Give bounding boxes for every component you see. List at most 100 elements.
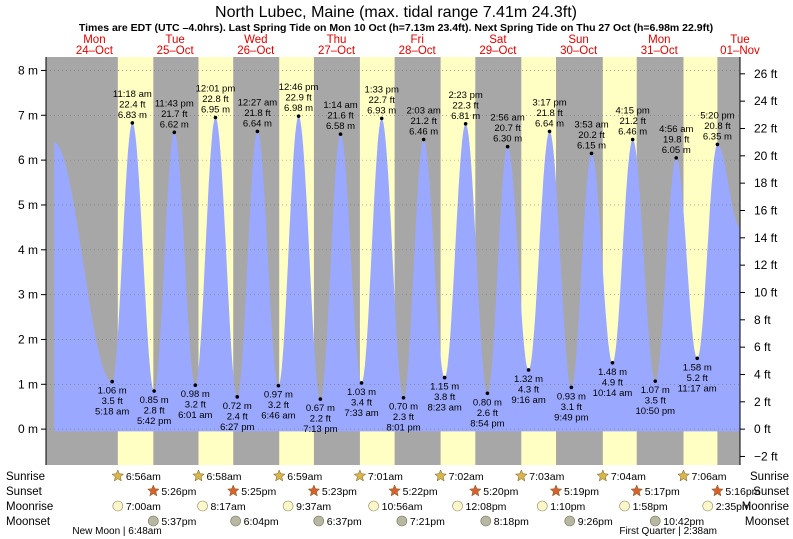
sunset-time: 5:22pm (403, 486, 438, 498)
low-tide-m: 1.15 m (430, 382, 459, 393)
low-tide-point (276, 383, 281, 388)
right-axis-label: 12 ft (754, 258, 778, 272)
high-tide-m: 6.46 m (409, 126, 438, 137)
high-tide-ft: 20.8 ft (704, 121, 731, 132)
row-label-right: Moonset (745, 516, 790, 528)
low-tide-time: 10:14 am (593, 388, 633, 399)
sunrise-time: 7:06am (692, 471, 727, 483)
left-axis-label: 7 m (18, 108, 38, 122)
high-tide-point (674, 156, 679, 160)
high-tide-point (589, 151, 594, 156)
high-tide-ft: 22.7 ft (368, 95, 395, 106)
low-tide-ft: 3.1 ft (561, 402, 582, 413)
right-axis-label: 26 ft (754, 67, 778, 81)
low-tide-time: 6:01 am (178, 410, 212, 421)
row-label-right: Sunset (753, 486, 790, 498)
moonset-icon (230, 515, 241, 527)
moonrise-time: 7:00am (126, 501, 161, 513)
right-axis-label: 18 ft (754, 176, 778, 190)
high-tide-time: 12:27 am (238, 97, 278, 108)
moon-phase-label: First Quarter | 2:38am (619, 526, 717, 537)
low-tide-m: 0.97 m (264, 390, 293, 401)
day-header-dow: Mon (648, 34, 670, 46)
left-axis-label: 3 m (18, 288, 38, 302)
tide-curve (54, 116, 741, 432)
sunset-star-icon (711, 484, 724, 497)
low-tide-m: 0.72 m (223, 401, 252, 412)
moonset-icon (148, 515, 159, 527)
sunrise-time: 6:59am (287, 471, 322, 483)
low-tide-time: 8:54 pm (470, 418, 504, 429)
low-tide-ft: 4.3 ft (518, 384, 539, 395)
low-tide-ft: 2.4 ft (227, 411, 248, 422)
high-tide-ft: 21.7 ft (161, 109, 188, 120)
high-tide-ft: 22.3 ft (452, 100, 479, 111)
low-tide-m: 0.93 m (557, 391, 586, 402)
low-tide-time: 8:01 pm (386, 423, 420, 434)
high-tide-point (463, 122, 468, 126)
low-tide-m: 0.80 m (473, 397, 502, 408)
row-label-left: Moonrise (6, 501, 53, 513)
high-tide-ft: 22.4 ft (119, 99, 146, 110)
sunrise-star-icon (434, 469, 447, 482)
right-axis-label: −2 ft (754, 449, 778, 463)
sunrise-time: 7:02am (449, 471, 484, 483)
day-header-date: 27–Oct (318, 45, 356, 57)
tide-area (54, 116, 741, 432)
high-tide-time: 2:56 am (490, 113, 524, 124)
right-axis-label: 14 ft (754, 231, 778, 245)
sunset-star-icon (388, 484, 401, 497)
day-header-dow: Fri (410, 34, 423, 46)
sunset-time: 5:16pm (725, 486, 760, 498)
sunset-star-icon (226, 484, 240, 497)
high-tide-point (421, 137, 426, 142)
low-tide-m: 0.70 m (389, 402, 418, 413)
moonrise-time: 9:37am (296, 501, 331, 513)
left-axis-label: 4 m (18, 243, 38, 257)
high-tide-ft: 21.8 ft (536, 108, 563, 119)
low-tide-time: 5:42 pm (137, 416, 171, 427)
low-tide-m: 1.58 m (683, 362, 712, 373)
moonrise-time: 1:58pm (633, 501, 668, 513)
low-tide-point (152, 389, 156, 393)
day-header-date: 28–Oct (399, 45, 437, 57)
sunrise-time: 7:04am (611, 471, 646, 483)
high-tide-m: 6.35 m (703, 131, 732, 142)
high-tide-point (379, 116, 384, 121)
moonset-time: 8:18pm (494, 516, 529, 528)
moonrise-icon (536, 500, 548, 512)
day-header-dow: Tue (730, 34, 749, 46)
low-tide-point (485, 391, 490, 396)
high-tide-ft: 22.8 ft (202, 94, 229, 105)
sunrise-time: 6:58am (207, 471, 242, 483)
low-tide-ft: 2.8 ft (144, 406, 165, 417)
left-axis-label: 0 m (18, 422, 38, 436)
high-tide-point (296, 114, 301, 118)
low-tide-ft: 5.2 ft (687, 373, 708, 384)
moonset-time: 6:37pm (327, 516, 362, 528)
low-tide-time: 9:49 pm (554, 412, 588, 423)
moonset-time: 7:21pm (410, 516, 445, 528)
high-tide-point (505, 144, 510, 149)
low-tide-point (526, 368, 531, 372)
low-tide-ft: 2.3 ft (393, 412, 414, 423)
low-tide-m: 1.06 m (98, 386, 127, 397)
high-tide-point (338, 132, 343, 136)
right-axis-label: 22 ft (754, 121, 778, 135)
high-tide-time: 5:20 pm (700, 110, 734, 121)
low-tide-time: 6:27 pm (220, 422, 254, 433)
high-tide-ft: 21.6 ft (327, 111, 354, 122)
day-header-date: 01–Nov (720, 45, 760, 57)
sunrise-star-icon (677, 469, 690, 482)
day-header-dow: Sat (489, 34, 507, 46)
low-tide-time: 5:18 am (95, 407, 129, 418)
day-header-date: 26–Oct (237, 45, 275, 57)
high-tide-m: 6.95 m (201, 105, 230, 116)
low-tide-ft: 4.9 ft (602, 377, 623, 388)
high-tide-point (630, 137, 635, 142)
low-tide-m: 1.48 m (598, 367, 627, 378)
row-label-left: Moonset (6, 516, 51, 528)
high-tide-ft: 20.7 ft (494, 123, 521, 134)
high-tide-m: 6.83 m (118, 110, 147, 121)
